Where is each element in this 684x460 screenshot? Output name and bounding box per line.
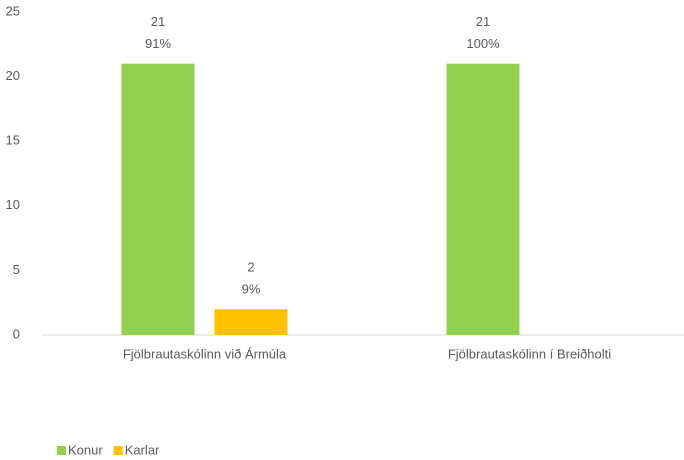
share-label: 9% (242, 282, 261, 297)
share-label: 100% (466, 36, 500, 51)
x-tick-label: Fjölbrautaskólinn í Breiðholti (448, 346, 611, 361)
y-tick-label: 25 (6, 3, 20, 18)
bar (121, 63, 195, 336)
x-tick-label: Fjölbrautaskólinn við Ármúla (123, 346, 287, 361)
legend-swatch (113, 446, 123, 455)
y-tick-label: 15 (6, 133, 20, 148)
share-label: 91% (145, 36, 171, 51)
value-label: 21 (476, 14, 490, 29)
legend-label: Karlar (125, 442, 160, 457)
value-label: 21 (151, 14, 165, 29)
legend-label: Konur (68, 442, 103, 457)
bar (446, 63, 520, 336)
y-tick-label: 20 (6, 68, 20, 83)
y-tick-label: 10 (6, 197, 20, 212)
y-tick-label: 0 (13, 326, 20, 341)
bar (214, 309, 288, 335)
legend-swatch (57, 446, 66, 455)
value-label: 2 (247, 260, 254, 275)
y-tick-label: 5 (13, 262, 20, 277)
